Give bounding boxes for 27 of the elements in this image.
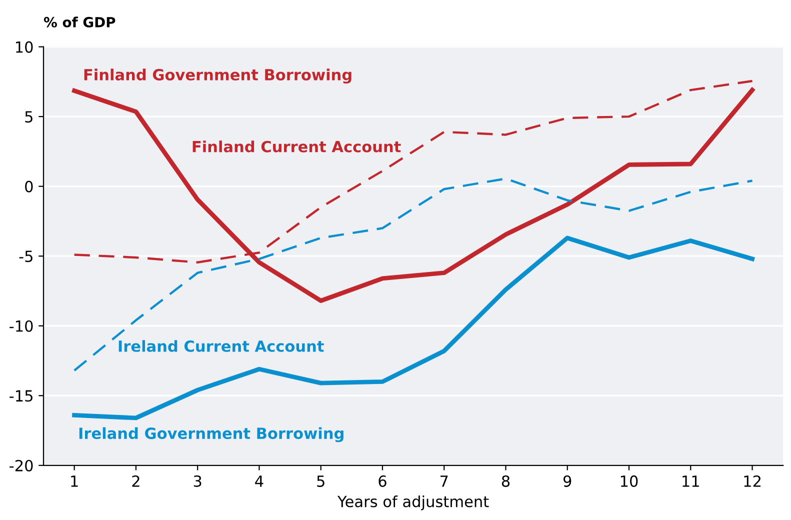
x-tick-label: 1 bbox=[71, 476, 78, 487]
x-tick-label: 12 bbox=[744, 475, 760, 487]
x-tick-label: 7 bbox=[440, 476, 448, 487]
x-tick-label: 4 bbox=[255, 476, 264, 487]
line-series bbox=[73, 178, 754, 372]
y-tick-label: -10 bbox=[10, 320, 33, 332]
x-tick-label: 6 bbox=[378, 475, 386, 487]
x-tick-label: 10 bbox=[620, 475, 638, 487]
y-tick-label: -20 bbox=[10, 460, 33, 472]
y-tick-label: 10 bbox=[16, 41, 33, 53]
x-tick-label: 11 bbox=[682, 476, 699, 487]
x-tick-label: 8 bbox=[502, 475, 510, 487]
y-tick-label: -5 bbox=[19, 250, 32, 262]
x-tick-label: 5 bbox=[317, 476, 324, 487]
y-axis-title: % of GDP bbox=[44, 16, 116, 28]
x-tick-label: 2 bbox=[132, 475, 140, 487]
x-tick-label: 3 bbox=[194, 475, 202, 487]
series-label: Finland Current Account bbox=[192, 140, 401, 152]
series-label: Ireland Government Borrowing bbox=[79, 427, 344, 442]
x-axis-title: Years of adjustment bbox=[337, 495, 489, 510]
y-tick-label: 5 bbox=[25, 111, 32, 123]
series-label: Finland Government Borrowing bbox=[84, 68, 352, 84]
line-series bbox=[72, 236, 754, 420]
x-tick-label: 9 bbox=[563, 475, 572, 487]
y-tick-label: 0 bbox=[25, 180, 33, 192]
series-label: Ireland Current Account bbox=[118, 340, 324, 352]
y-tick-label: -15 bbox=[10, 390, 32, 402]
